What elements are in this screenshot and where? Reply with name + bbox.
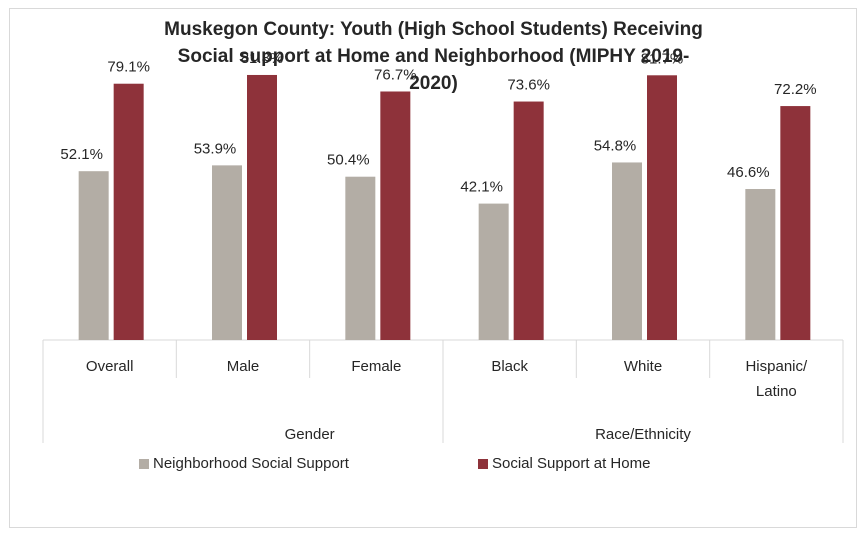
category-label-hispanic-latino: Latino	[756, 383, 797, 400]
data-label-social-support-at-home-black: 73.6%	[507, 77, 550, 94]
data-label-neighborhood-social-support-female: 50.4%	[327, 152, 370, 169]
data-label-neighborhood-social-support-hispanic-latino: 46.6%	[727, 164, 770, 181]
bar-social-support-at-home-female	[380, 91, 411, 340]
chart-title-line-2: Social support at Home and Neighborhood …	[177, 46, 690, 67]
data-label-neighborhood-social-support-overall: 52.1%	[60, 146, 103, 163]
data-label-neighborhood-social-support-male: 53.9%	[194, 140, 237, 157]
data-label-social-support-at-home-female: 76.7%	[374, 66, 417, 83]
legend-swatch-home	[478, 458, 488, 469]
bar-social-support-at-home-male	[247, 74, 277, 340]
data-label-social-support-at-home-overall: 79.1%	[107, 59, 150, 76]
category-label-hispanic-latino: Hispanic/	[745, 358, 808, 375]
bar-social-support-at-home-black	[513, 101, 544, 340]
chart-title: Muskegon County: Youth (High School Stud…	[0, 16, 867, 97]
bar-neighborhood-social-support-white	[612, 162, 642, 340]
group-label-race-ethnicity: Race/Ethnicity	[595, 426, 691, 443]
data-label-social-support-at-home-white: 81.7%	[641, 50, 684, 67]
data-label-neighborhood-social-support-white: 54.8%	[594, 137, 637, 154]
legend-label-home: Social Support at Home	[492, 455, 651, 472]
category-label-male: Male	[227, 358, 260, 375]
legend-item-neighborhood: Neighborhood Social Support	[139, 455, 349, 472]
bar-neighborhood-social-support-female	[345, 176, 376, 340]
bar-social-support-at-home-overall	[113, 83, 144, 340]
bar-social-support-at-home-hispanic-latino	[780, 106, 811, 341]
chart-title-line-3: 2020)	[409, 73, 458, 94]
category-label-black: Black	[491, 358, 528, 375]
data-label-social-support-at-home-hispanic-latino: 72.2%	[774, 81, 817, 98]
group-label-gender: Gender	[285, 426, 335, 443]
chart-frame	[9, 8, 857, 528]
bar-neighborhood-social-support-overall	[78, 171, 109, 340]
legend: Neighborhood Social Support Social Suppo…	[0, 455, 867, 475]
category-label-overall: Overall	[86, 358, 134, 375]
data-label-neighborhood-social-support-black: 42.1%	[460, 179, 503, 196]
bar-neighborhood-social-support-black	[478, 203, 509, 340]
bar-social-support-at-home-white	[647, 75, 677, 341]
legend-item-home: Social Support at Home	[478, 455, 650, 472]
legend-swatch-neighborhood	[139, 458, 149, 469]
category-label-female: Female	[351, 358, 401, 375]
chart-title-line-1: Muskegon County: Youth (High School Stud…	[164, 19, 703, 40]
data-label-social-support-at-home-male: 81.8%	[241, 50, 284, 67]
category-label-white: White	[624, 358, 662, 375]
bar-neighborhood-social-support-male	[212, 165, 242, 340]
legend-label-neighborhood: Neighborhood Social Support	[153, 455, 349, 472]
bar-neighborhood-social-support-hispanic-latino	[745, 189, 776, 340]
